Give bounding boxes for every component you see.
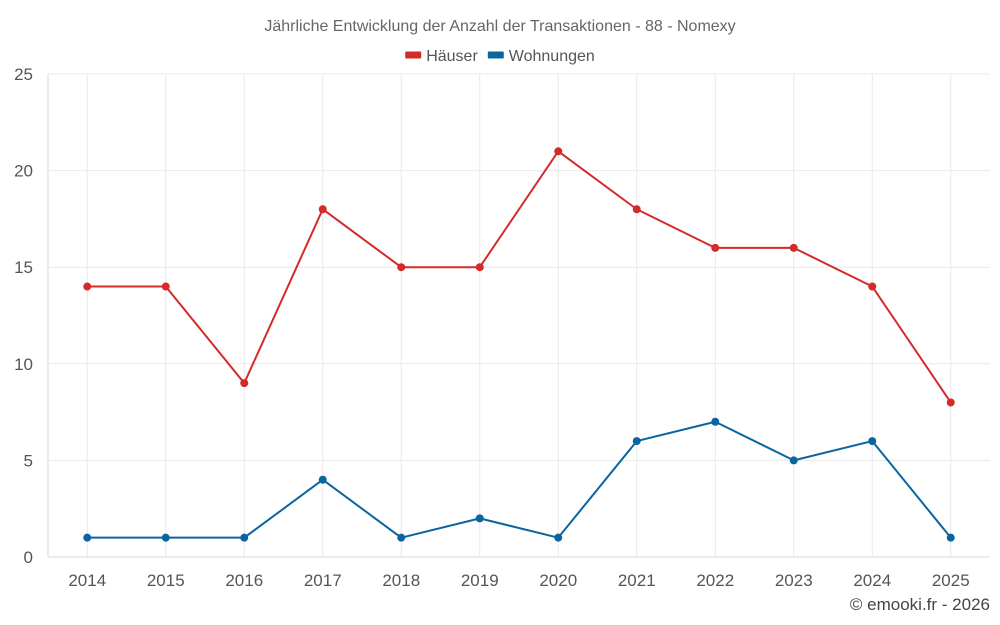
series-0 bbox=[83, 147, 955, 407]
y-tick-label: 5 bbox=[24, 451, 33, 470]
data-point[interactable] bbox=[789, 243, 798, 252]
legend-item-0[interactable]: Häuser bbox=[405, 48, 478, 65]
data-point[interactable] bbox=[318, 475, 327, 484]
x-tick-label: 2025 bbox=[932, 571, 970, 590]
x-tick-label: 2022 bbox=[696, 571, 734, 590]
data-point[interactable] bbox=[397, 263, 406, 272]
y-tick-label: 20 bbox=[14, 162, 33, 181]
chart-title: Jährliche Entwicklung der Anzahl der Tra… bbox=[264, 18, 735, 35]
credit: © emooki.fr - 2026 bbox=[850, 595, 990, 614]
data-point[interactable] bbox=[475, 514, 484, 523]
series-1 bbox=[83, 417, 955, 542]
data-point[interactable] bbox=[632, 437, 641, 446]
grid bbox=[48, 73, 990, 558]
x-tick-label: 2017 bbox=[304, 571, 342, 590]
x-tick-label: 2015 bbox=[147, 571, 185, 590]
legend-label: Häuser bbox=[426, 48, 478, 65]
data-point[interactable] bbox=[946, 398, 955, 407]
data-point[interactable] bbox=[632, 205, 641, 214]
legend-label: Wohnungen bbox=[509, 48, 595, 65]
data-point[interactable] bbox=[161, 282, 170, 291]
data-point[interactable] bbox=[318, 205, 327, 214]
data-point[interactable] bbox=[240, 379, 249, 388]
data-point[interactable] bbox=[240, 533, 249, 542]
x-tick-label: 2020 bbox=[539, 571, 577, 590]
data-point[interactable] bbox=[946, 533, 955, 542]
data-point[interactable] bbox=[711, 417, 720, 426]
data-point[interactable] bbox=[868, 282, 877, 291]
x-tick-label: 2014 bbox=[68, 571, 106, 590]
data-point[interactable] bbox=[711, 243, 720, 252]
x-tick-label: 2019 bbox=[461, 571, 499, 590]
legend-swatch bbox=[487, 51, 504, 59]
x-tick-label: 2023 bbox=[775, 571, 813, 590]
series-group bbox=[83, 147, 955, 542]
data-point[interactable] bbox=[83, 533, 92, 542]
data-point[interactable] bbox=[554, 147, 563, 156]
x-tick-label: 2024 bbox=[853, 571, 891, 590]
legend-swatch bbox=[405, 51, 422, 59]
data-point[interactable] bbox=[868, 437, 877, 446]
y-tick-label: 0 bbox=[24, 548, 33, 567]
y-tick-label: 25 bbox=[14, 65, 33, 84]
x-tick-label: 2021 bbox=[618, 571, 656, 590]
x-tick-label: 2018 bbox=[382, 571, 420, 590]
y-tick-label: 10 bbox=[14, 355, 33, 374]
x-tick-label: 2016 bbox=[225, 571, 263, 590]
legend: Häuser Wohnungen bbox=[405, 48, 595, 65]
series-line-0 bbox=[87, 150, 952, 404]
series-line-1 bbox=[87, 420, 952, 539]
data-point[interactable] bbox=[397, 533, 406, 542]
data-point[interactable] bbox=[789, 456, 798, 465]
data-point[interactable] bbox=[475, 263, 484, 272]
data-point[interactable] bbox=[83, 282, 92, 291]
data-point[interactable] bbox=[554, 533, 563, 542]
legend-item-1[interactable]: Wohnungen bbox=[487, 48, 595, 65]
data-point[interactable] bbox=[161, 533, 170, 542]
y-tick-label: 15 bbox=[14, 258, 33, 277]
